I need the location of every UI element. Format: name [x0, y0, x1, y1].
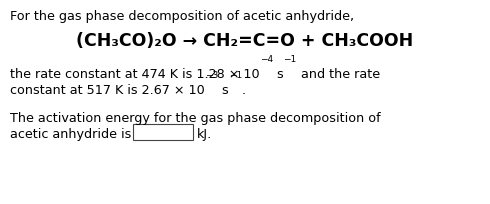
Text: constant at 517 K is 2.67 × 10: constant at 517 K is 2.67 × 10: [10, 84, 205, 96]
Text: s: s: [273, 68, 284, 81]
Text: .: .: [242, 84, 246, 96]
Text: −4: −4: [260, 55, 273, 64]
Text: −1: −1: [284, 55, 297, 64]
Bar: [133, 124, 194, 140]
Text: acetic anhydride is: acetic anhydride is: [10, 127, 131, 140]
Text: and the rate: and the rate: [297, 68, 380, 81]
Text: s: s: [218, 84, 229, 96]
Text: the rate constant at 474 K is 1.28 × 10: the rate constant at 474 K is 1.28 × 10: [10, 68, 260, 81]
Text: The activation energy for the gas phase decomposition of: The activation energy for the gas phase …: [10, 111, 381, 124]
Text: −3: −3: [205, 71, 218, 80]
Text: −1: −1: [229, 71, 242, 80]
Text: kJ.: kJ.: [196, 127, 212, 140]
Text: (CH₃CO)₂O → CH₂=C=O + CH₃COOH: (CH₃CO)₂O → CH₂=C=O + CH₃COOH: [76, 32, 414, 50]
Text: For the gas phase decomposition of acetic anhydride,: For the gas phase decomposition of aceti…: [10, 10, 354, 23]
